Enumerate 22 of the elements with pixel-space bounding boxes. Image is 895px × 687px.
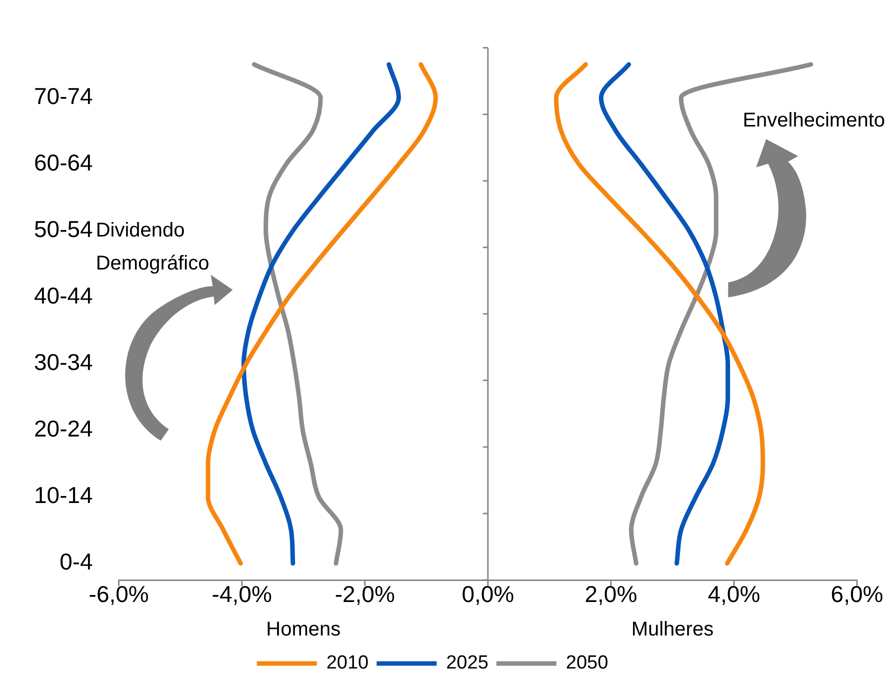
- legend-label: 2010: [326, 652, 369, 674]
- text: Homens: [266, 618, 341, 641]
- legend-label: 2050: [566, 652, 608, 674]
- y-tick-label: 0-4: [60, 548, 94, 575]
- annotation: Dividendo Demográfico: [96, 219, 210, 274]
- y-tick-label: 40-44: [34, 282, 94, 309]
- x-tick-label: 6,0%: [830, 581, 884, 608]
- y-tick-label: 30-34: [34, 349, 94, 376]
- x-tick-label: 2,0%: [584, 581, 638, 608]
- y-tick-label: 20-24: [34, 416, 94, 442]
- y-tick-label: 10-14: [34, 482, 94, 508]
- x-tick-label: -6,0%: [88, 581, 149, 608]
- x-tick-label: -4,0%: [212, 581, 272, 608]
- y-tick-label: 60-64: [34, 150, 94, 176]
- x-tick-label: 4,0%: [708, 581, 760, 608]
- y-tick-label: 50-54: [34, 216, 94, 242]
- text: Mulheres: [631, 618, 714, 641]
- legend-label: 2025: [446, 652, 488, 674]
- x-tick-label: -2,0%: [334, 581, 395, 608]
- annotation: Envelhecimento: [742, 109, 885, 132]
- x-tick-label: 0,0%: [462, 581, 514, 608]
- y-tick-label: 70-74: [34, 83, 94, 110]
